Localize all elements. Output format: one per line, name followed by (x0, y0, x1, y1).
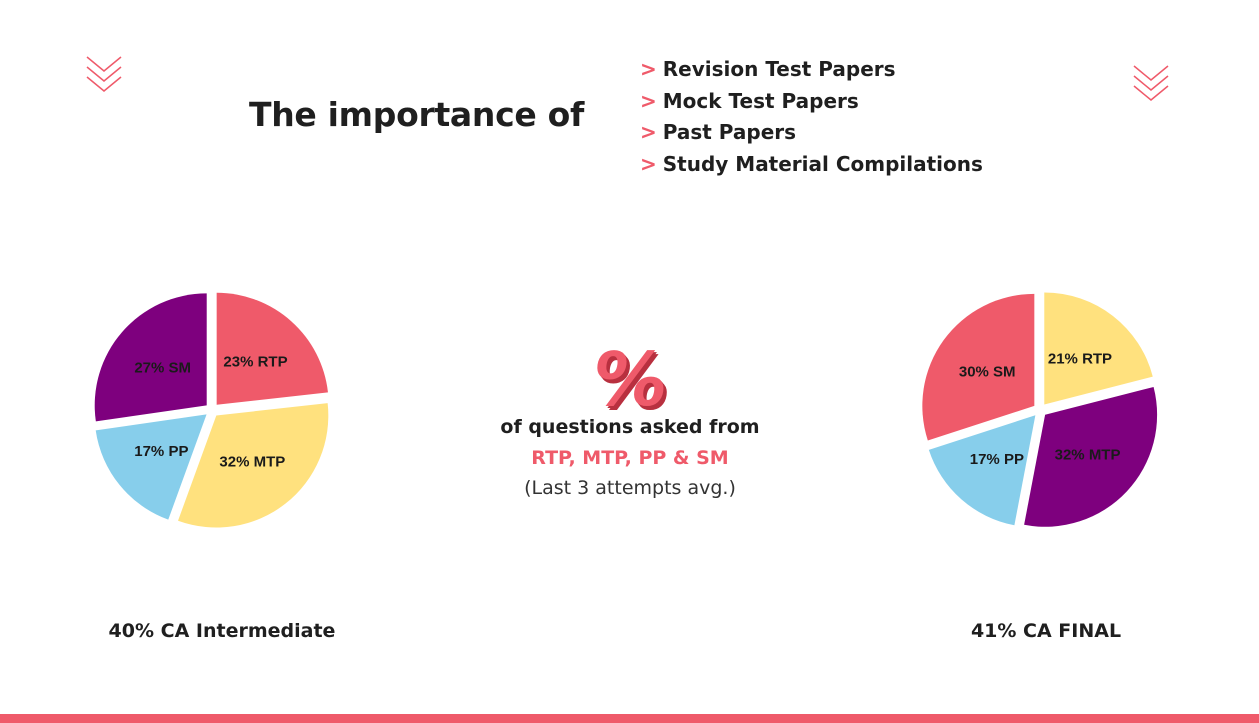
list-item-label: Past Papers (662, 120, 797, 144)
list-item-label: Revision Test Papers (662, 57, 896, 81)
summary-text: of questions asked from (500, 416, 760, 438)
list-item: > Past Papers (640, 117, 983, 149)
pie-label-1-1: 32% MTP (1055, 447, 1121, 464)
chevrons-left-icon (86, 56, 122, 92)
pie-label-1-3: 30% SM (959, 364, 1016, 381)
pie-slice-0-2 (95, 414, 207, 520)
pie-chart-ca-final: 21% RTP 32% MTP 17% PP 30% SM (922, 292, 1158, 527)
arrow-icon: > (640, 120, 657, 144)
pie-slice-0-1 (178, 403, 329, 528)
list-item: > Mock Test Papers (640, 86, 983, 118)
chart-caption-ca-final: 41% CA FINAL (970, 620, 1122, 642)
pie-slice-1-3 (922, 293, 1035, 441)
arrow-icon: > (640, 151, 657, 176)
chevrons-right-icon (1133, 65, 1169, 101)
pie-label-0-3: 27% SM (134, 359, 191, 376)
summary-note: (Last 3 attempts avg.) (524, 477, 736, 499)
pie-label-1-2: 17% PP (970, 451, 1024, 468)
percent-icon: % (586, 337, 674, 423)
bottom-accent-bar (0, 714, 1259, 723)
page-title: The importance of (249, 95, 585, 134)
list-item-label: Study Material Compilations (662, 151, 983, 176)
list-item: > Revision Test Papers (640, 54, 983, 86)
pie-chart-ca-intermediate: 23% RTP 32% MTP 17% PP 27% SM (94, 292, 329, 528)
pie-label-0-2: 17% PP (134, 443, 188, 460)
arrow-icon: > (640, 57, 657, 81)
pie-slice-1-0 (1044, 292, 1153, 405)
pie-slice-0-0 (216, 292, 328, 405)
pie-slice-1-2 (928, 415, 1036, 526)
arrow-icon: > (640, 88, 657, 113)
pie-slice-0-3 (94, 293, 207, 422)
paper-types-list: > Revision Test Papers > Mock Test Papers … (640, 54, 983, 180)
chart-caption-ca-intermediate: 40% CA Intermediate (108, 620, 336, 642)
pie-label-0-0: 23% RTP (223, 353, 287, 370)
pie-slice-1-1 (1024, 386, 1158, 527)
summary-highlight: RTP, MTP, PP & SM (531, 447, 729, 469)
list-item: > Study Material Compilations (640, 149, 983, 181)
pie-label-0-1: 32% MTP (219, 453, 285, 470)
pie-label-1-0: 21% RTP (1048, 350, 1112, 367)
list-item-label: Mock Test Papers (662, 88, 859, 113)
center-summary: % of questions asked from RTP, MTP, PP &… (470, 337, 790, 499)
